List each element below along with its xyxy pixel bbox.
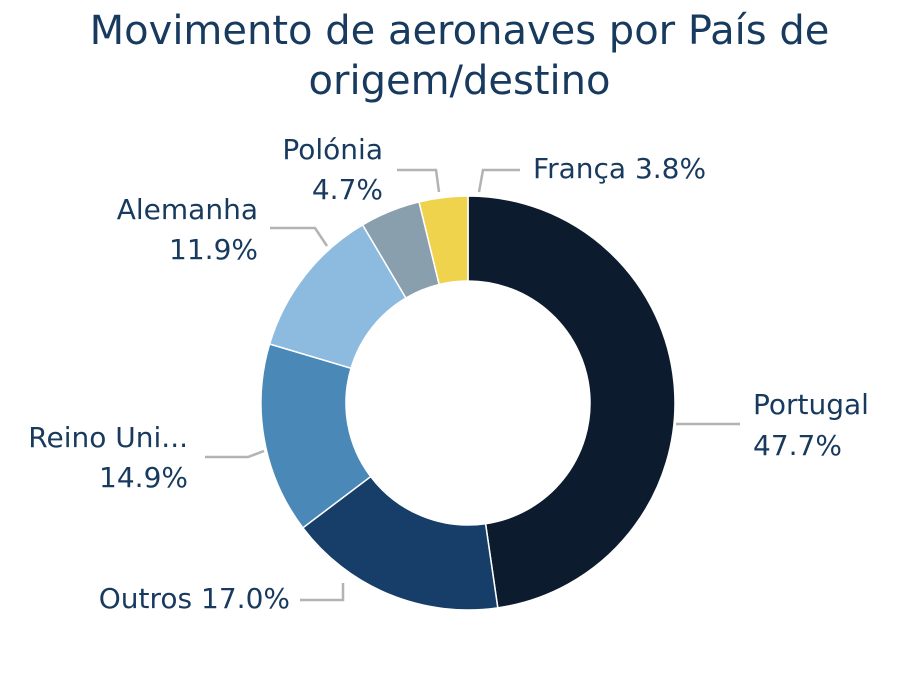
leader-line-reino-uni bbox=[205, 449, 265, 459]
slice-label-polonia-name: Polónia bbox=[282, 133, 383, 166]
slice-label-alemanha-name: Alemanha bbox=[117, 193, 258, 226]
donut-slices bbox=[260, 195, 676, 611]
slice-label-outros: Outros 17.0% bbox=[99, 582, 290, 615]
leader-lines bbox=[205, 168, 740, 602]
slice-label-reino-uni-name: Reino Uni... bbox=[28, 421, 188, 454]
slice-portugal bbox=[467, 195, 676, 609]
slice-franca bbox=[418, 195, 469, 286]
slice-label-portugal-value: 47.7% bbox=[753, 429, 842, 462]
slice-label-portugal-name: Portugal bbox=[753, 388, 869, 421]
slice-label-reino-uni-value: 14.9% bbox=[99, 461, 188, 494]
slice-label-polonia-value: 4.7% bbox=[312, 173, 383, 206]
slice-label-alemanha-value: 11.9% bbox=[169, 233, 258, 266]
slice-label-franca: França 3.8% bbox=[533, 152, 706, 185]
chart-title: Movimento de aeronaves por País de orige… bbox=[89, 8, 830, 104]
leader-line-polonia bbox=[397, 168, 441, 193]
leader-line-franca bbox=[477, 168, 520, 193]
slice-labels: Portugal 47.7% Outros 17.0% Reino Uni... 14.… bbox=[28, 133, 869, 615]
leader-line-outros bbox=[300, 583, 345, 602]
leader-line-alemanha bbox=[270, 226, 329, 247]
